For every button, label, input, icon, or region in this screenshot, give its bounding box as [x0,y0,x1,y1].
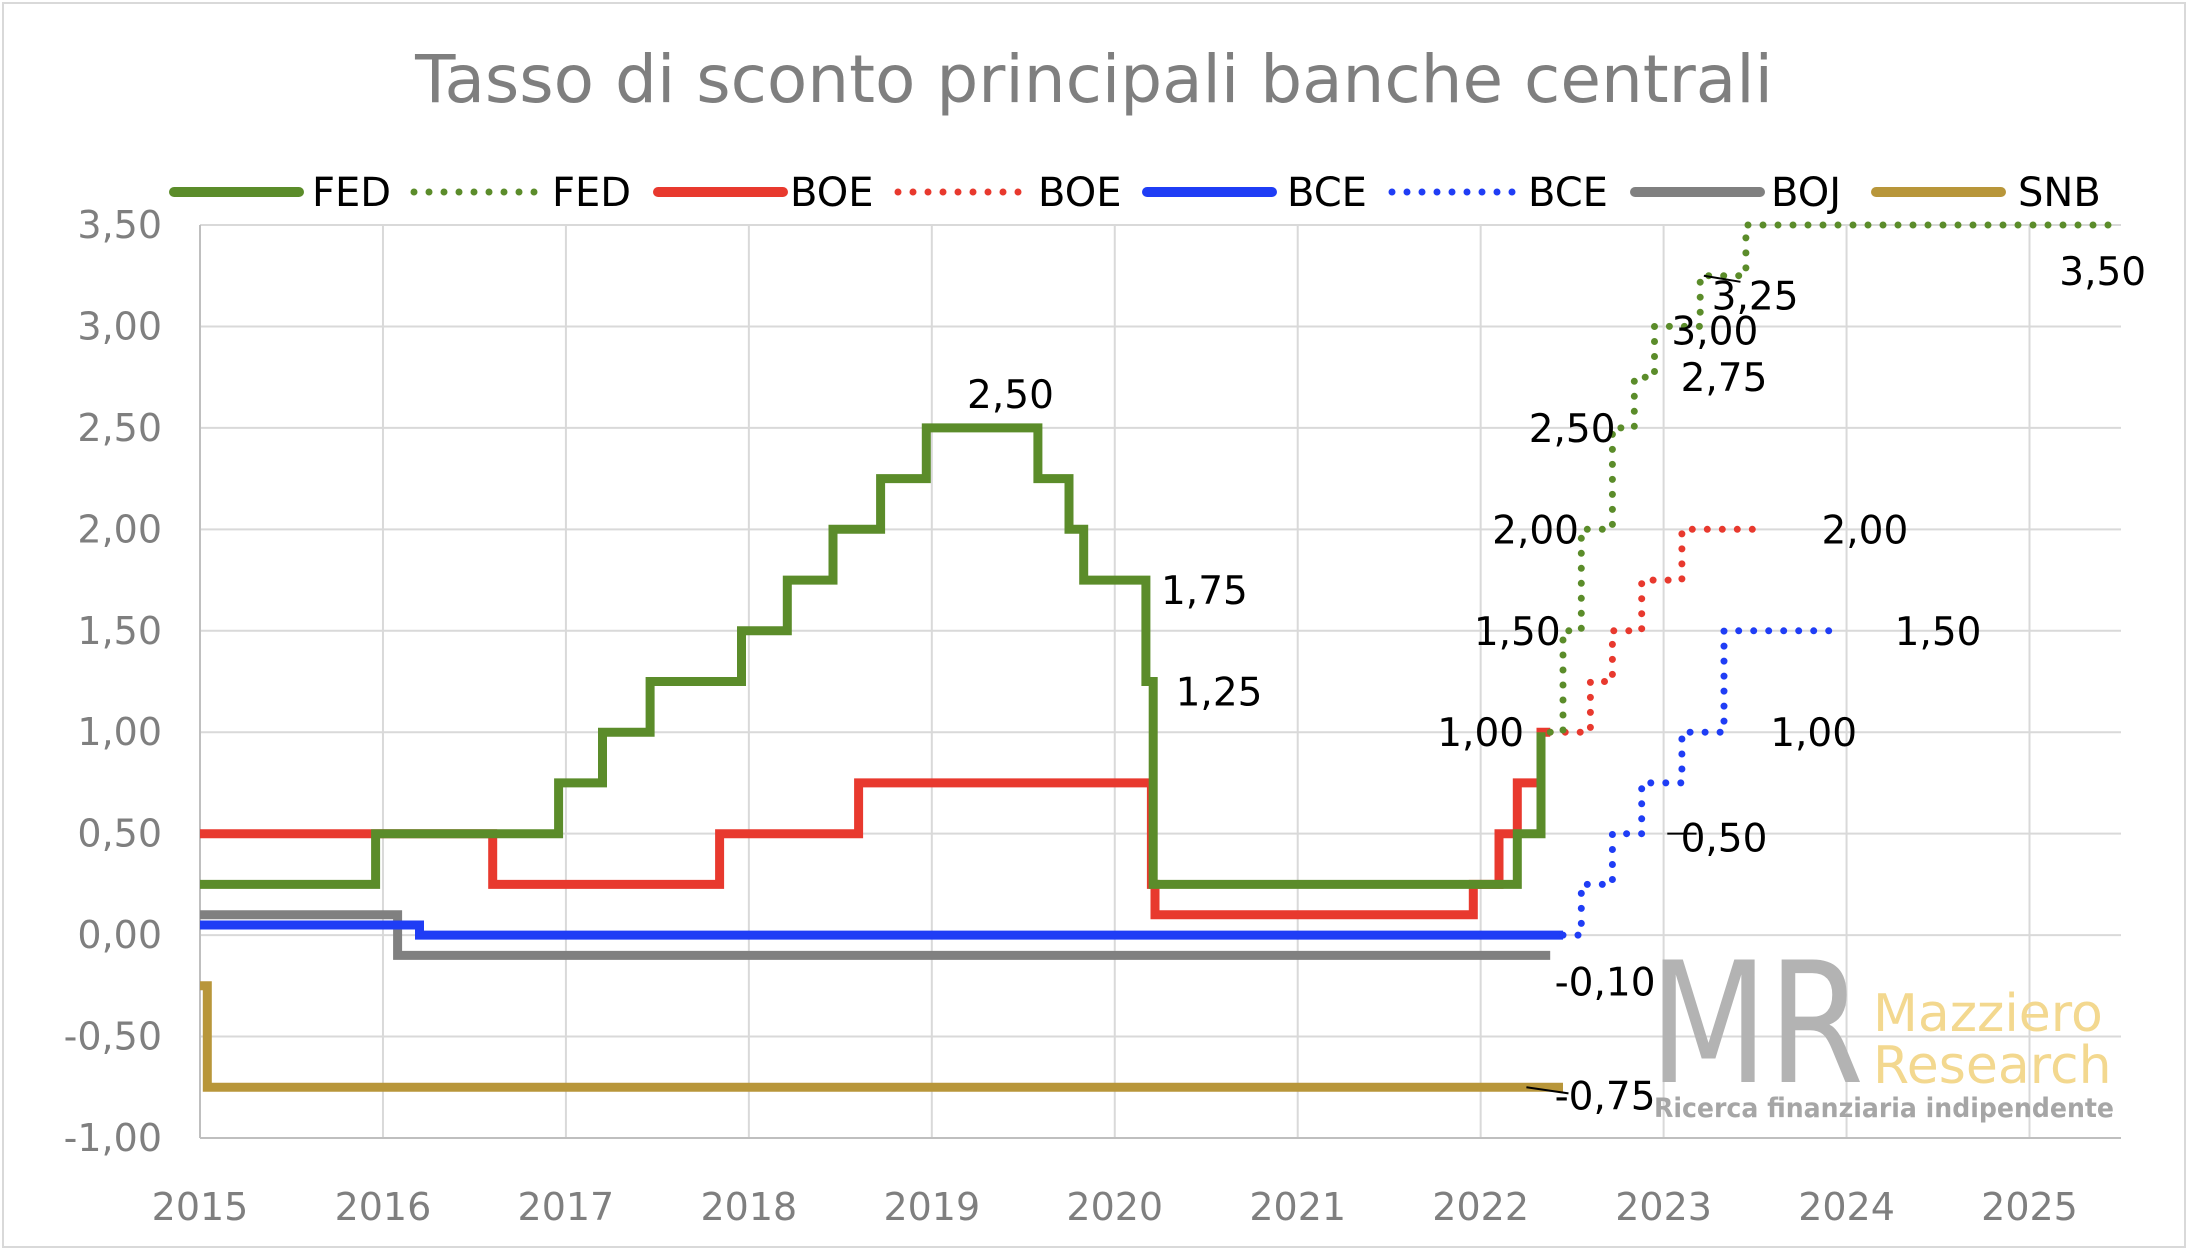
x-tick-label: 2018 [700,1185,797,1229]
legend: FED FED BOE BOE BCE BCE BOJ SNB [169,170,2101,216]
legend-label: SNB [2018,170,2101,216]
y-tick-label: 1,00 [77,710,162,754]
data-label: 1,50 [1474,610,1561,655]
series-boe-dotted [1546,525,1768,736]
watermark-logo: MR [1649,926,1864,1122]
y-axis-ticks: -1,00 -0,50 0,00 0,50 1,00 1,50 2,00 2,50 3,00 3,… [64,203,162,1160]
x-tick-label: 2015 [152,1185,249,1229]
data-label: 2,00 [1492,508,1579,553]
watermark-line1: Mazziero [1873,984,2103,1044]
y-tick-label: 2,50 [77,406,162,450]
series-fed-dotted [1546,221,2125,736]
data-label: 1,25 [1176,671,1263,716]
x-tick-label: 2025 [1981,1185,2078,1229]
data-label: 2,50 [1529,407,1616,452]
y-tick-label: -1,00 [64,1116,162,1160]
x-axis-ticks: 2015 2016 2017 2018 2019 2020 2021 2022 2023 2024… [152,1185,2078,1229]
data-label: 1,50 [1895,610,1982,655]
series-fed-solid [200,423,1546,889]
legend-item-boj-solid: BOJ [1630,170,1841,216]
x-tick-label: 2024 [1798,1185,1895,1229]
x-tick-label: 2022 [1432,1185,1529,1229]
series-boe-solid [200,727,1551,920]
data-label: 2,00 [1821,508,1908,553]
data-label: 2,75 [1681,356,1768,401]
series-bce-solid [200,920,1563,940]
legend-label: FED [552,170,631,216]
series-lines [200,221,2125,1095]
data-label: 0,50 [1681,817,1768,862]
data-label: 3,25 [1712,275,1799,320]
y-tick-label: 3,00 [77,304,162,348]
legend-label: BOJ [1771,170,1841,216]
legend-item-boe-dotted: BOE [894,170,1122,216]
legend-item-bce-solid: BCE [1142,170,1367,216]
series-snb-solid [200,981,1563,1092]
data-label: 3,00 [1671,309,1758,354]
x-tick-label: 2021 [1249,1185,1346,1229]
data-label: 2,50 [967,373,1054,418]
x-tick-label: 2016 [335,1185,432,1229]
legend-item-fed-solid: FED [169,170,391,216]
y-tick-label: 2,00 [77,507,162,551]
legend-item-bce-dotted: BCE [1388,170,1608,216]
watermark-tagline: Ricerca finanziaria indipendente [1654,1093,2114,1124]
data-label: -0,75 [1555,1074,1656,1119]
data-labels: 2,50 1,75 1,25 1,00 1,50 2,00 2,50 2,753,003,25… [967,250,2146,1119]
y-tick-label: 0,00 [77,913,162,957]
chart: 2015 2016 2017 2018 2019 2020 2021 2022 2023 2024… [64,41,2146,1229]
legend-label: FED [312,170,391,216]
data-label: 1,75 [1161,569,1248,614]
legend-item-fed-dotted: FED [410,170,631,216]
y-tick-label: -0,50 [64,1015,162,1059]
data-label: 1,00 [1437,711,1524,756]
y-tick-label: 1,50 [77,609,162,653]
label-leader-line [1526,1086,1569,1095]
y-tick-label: 0,50 [77,812,162,856]
legend-item-boe-solid: BOE [653,170,874,216]
data-label: 1,00 [1770,711,1857,756]
x-tick-label: 2019 [883,1185,980,1229]
x-tick-label: 2020 [1066,1185,1163,1229]
series-boj-solid [200,910,1551,960]
data-label: -0,10 [1555,960,1656,1005]
legend-label: BOE [790,170,874,216]
legend-label: BOE [1038,170,1122,216]
chart-title: Tasso di sconto principali banche centra… [414,41,1773,118]
watermark-line2: Research [1873,1036,2112,1096]
y-tick-label: 3,50 [77,203,162,247]
series-bce-dotted [1559,627,1841,939]
x-tick-label: 2017 [518,1185,615,1229]
legend-item-snb-solid: SNB [1871,170,2101,216]
data-label: 3,50 [2059,250,2146,295]
legend-label: BCE [1528,170,1608,216]
label-leader-line [1703,274,1741,283]
legend-label: BCE [1287,170,1367,216]
x-tick-label: 2023 [1615,1185,1712,1229]
watermark: MR Mazziero Research Ricerca finanziaria… [1649,926,2114,1124]
